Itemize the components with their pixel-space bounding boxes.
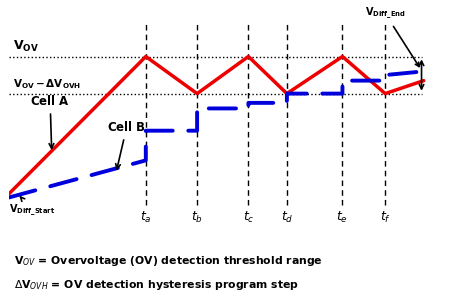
Text: V$_{OV}$ = Overvoltage (OV) detection threshold range: V$_{OV}$ = Overvoltage (OV) detection th… xyxy=(14,254,322,268)
Text: $t_f$: $t_f$ xyxy=(380,209,391,225)
Text: $\mathbf{Cell\ A}$: $\mathbf{Cell\ A}$ xyxy=(31,94,70,148)
Text: $t_d$: $t_d$ xyxy=(281,209,293,225)
Text: $\mathbf{V_{OV}}$: $\mathbf{V_{OV}}$ xyxy=(14,39,39,54)
Text: $t_c$: $t_c$ xyxy=(243,209,254,225)
Text: $\mathbf{Cell\ B}$: $\mathbf{Cell\ B}$ xyxy=(108,120,146,169)
Text: $t_e$: $t_e$ xyxy=(337,209,348,225)
Text: $t_a$: $t_a$ xyxy=(140,209,152,225)
Text: $t_b$: $t_b$ xyxy=(191,209,203,225)
Text: $\mathbf{V_{OV}-\Delta V_{OVH}}$: $\mathbf{V_{OV}-\Delta V_{OVH}}$ xyxy=(14,77,81,91)
Text: $\Delta$V$_{OVH}$ = OV detection hysteresis program step: $\Delta$V$_{OVH}$ = OV detection hystere… xyxy=(14,278,298,292)
Text: $\mathbf{V_{Diff\_Start}}$: $\mathbf{V_{Diff\_Start}}$ xyxy=(9,197,55,218)
Text: $\mathbf{V_{Diff\_End}}$: $\mathbf{V_{Diff\_End}}$ xyxy=(365,6,419,67)
